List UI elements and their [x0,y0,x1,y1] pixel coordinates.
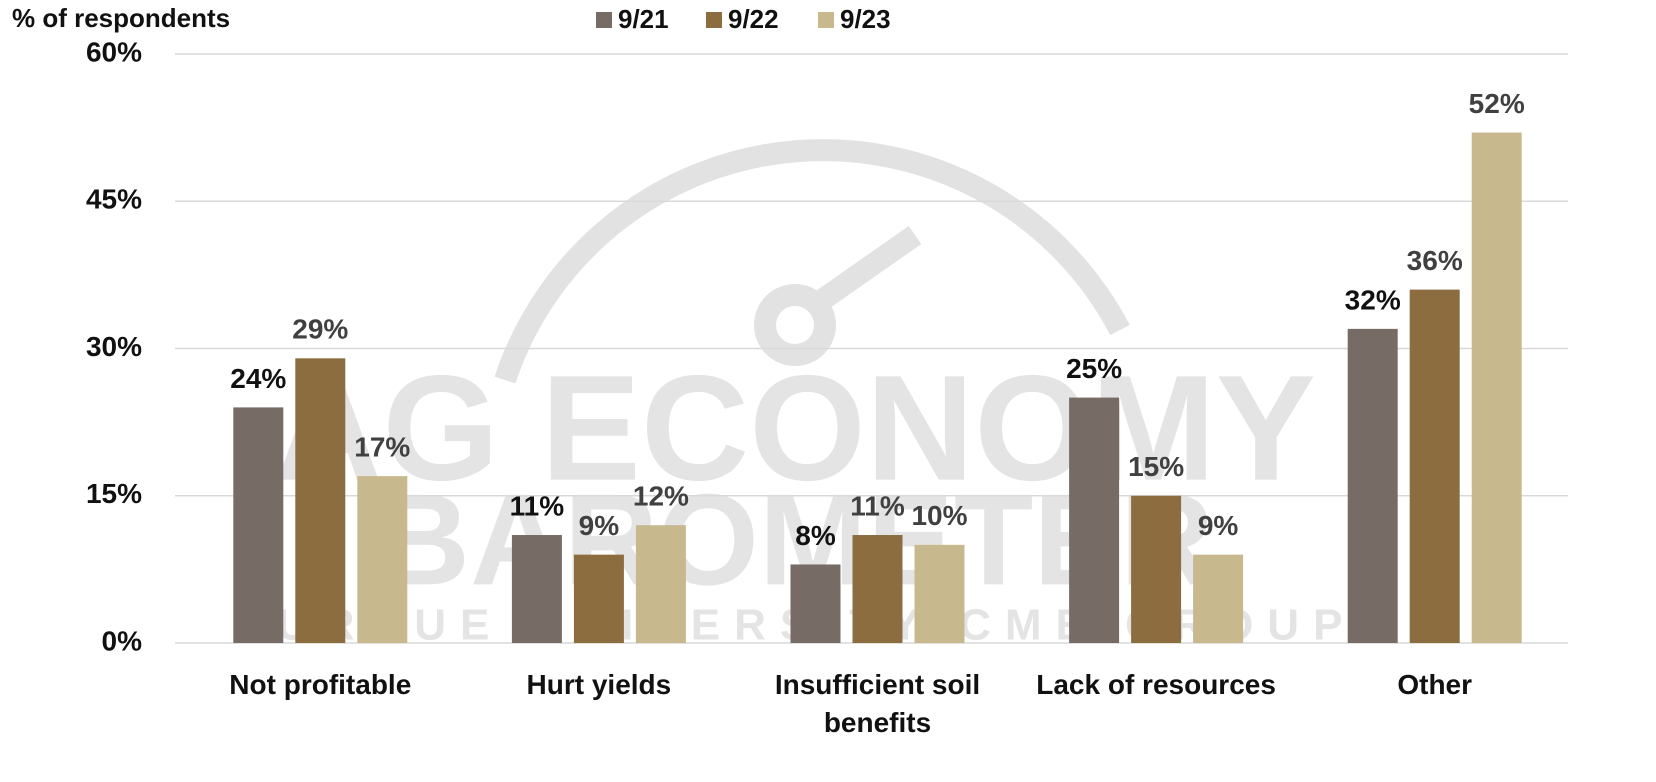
bar [233,407,284,643]
data-label: 10% [911,500,967,531]
y-tick-label: 30% [86,331,142,362]
bar [635,525,686,643]
legend-label: 9/23 [840,4,891,34]
y-tick-label: 45% [86,184,142,215]
watermark-text: AG ECONOMY [274,344,1316,512]
bar [1131,495,1182,643]
bar [511,535,562,643]
bar [1471,132,1522,644]
data-label: 9% [579,510,620,541]
data-label: 36% [1407,245,1463,276]
x-tick-label: Hurt yields [526,669,672,700]
gauge-arc [494,139,1130,384]
data-label: 24% [230,363,286,394]
watermark-logo [494,139,1130,384]
legend-swatch [706,12,722,28]
data-label: 52% [1469,88,1525,119]
x-tick-label: Not profitable [229,669,412,700]
legend-swatch [596,12,612,28]
data-label: 29% [292,314,348,345]
y-tick-label: 0% [102,625,143,656]
x-tick-label: Lack of resources [1036,669,1276,700]
data-label: 25% [1066,353,1122,384]
x-tick-label: Other [1397,669,1473,700]
y-axis-label: % of respondents [12,3,230,33]
bar [790,564,841,643]
bar [573,554,624,643]
bar [914,544,965,643]
bar [1347,328,1398,643]
gauge-hub [754,284,836,366]
bar [1069,397,1120,643]
data-label: 11% [510,490,565,521]
y-tick-label: 15% [86,478,142,509]
data-label: 8% [795,520,836,551]
bar [357,476,408,643]
bar [852,535,903,643]
legend-swatch [818,12,834,28]
legend-label: 9/22 [728,4,779,34]
bar [1193,554,1244,643]
data-label: 32% [1345,284,1401,315]
gauge-needle [808,225,922,315]
data-label: 15% [1128,451,1184,482]
data-label: 11% [850,490,905,521]
x-tick-label: Insufficient soil benefits [774,669,981,738]
data-label: 12% [633,481,689,512]
data-label: 9% [1198,510,1239,541]
y-tick-label: 60% [86,36,142,67]
legend-label: 9/21 [618,4,669,34]
bar [1409,289,1460,643]
data-label: 17% [354,432,410,463]
bar [295,358,346,643]
